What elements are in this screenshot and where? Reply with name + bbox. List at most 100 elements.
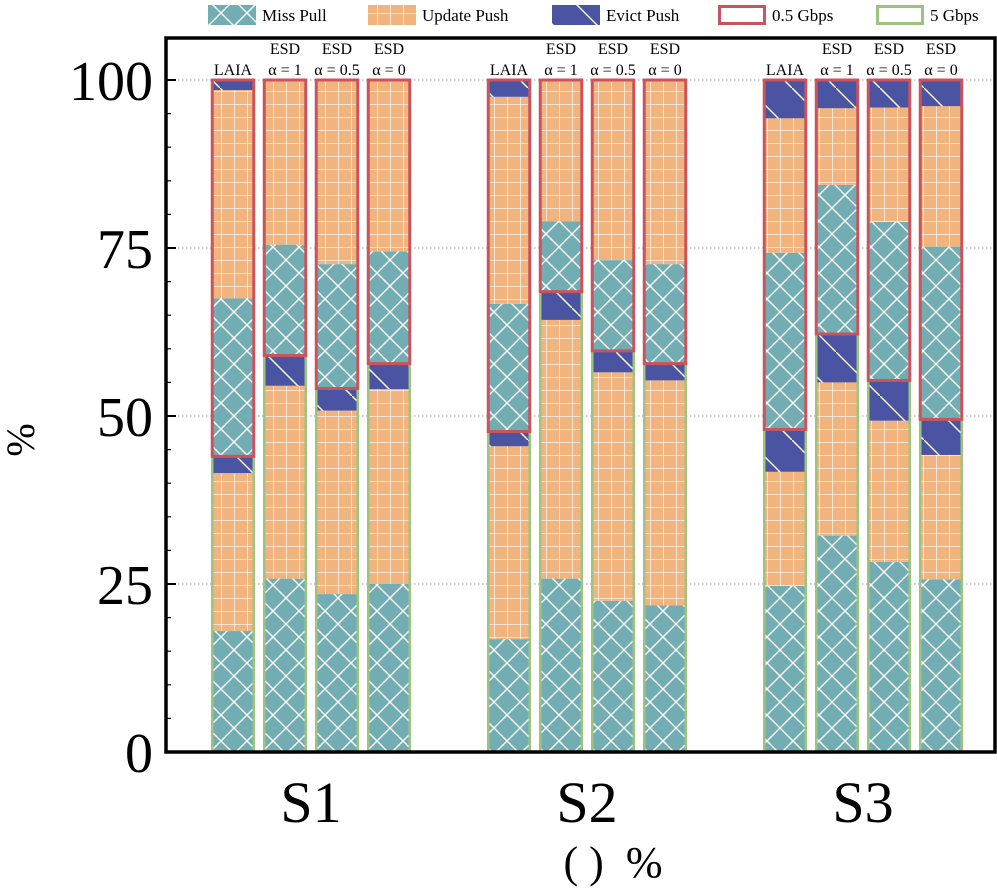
five-gbps-update-push-segment — [919, 454, 963, 580]
bars — [211, 80, 963, 752]
five-gbps-evict-push-segment — [867, 380, 911, 421]
five-gbps-update-push-segment — [591, 372, 635, 601]
y-tick-label: 75 — [97, 219, 153, 281]
five-gbps-update-push-segment — [211, 473, 255, 632]
half-gbps-evict-push-segment — [919, 80, 963, 107]
plot-border — [164, 36, 997, 754]
half-gbps-outline — [538, 78, 584, 294]
bar-label-line1: ESD — [822, 41, 852, 58]
half-gbps-miss-pull-segment — [591, 260, 635, 351]
half-gbps-evict-push-segment — [815, 80, 859, 109]
five-gbps-evict-push-segment — [763, 429, 807, 472]
five-gbps-miss-pull-segment — [591, 600, 635, 752]
half-gbps-update-push-segment — [539, 80, 583, 222]
bar-label-line2: α = 1 — [268, 62, 301, 79]
half-gbps-outline — [762, 78, 808, 431]
five-gbps-update-push-segment — [815, 382, 859, 536]
legend-label: Update Push — [422, 6, 509, 25]
bar-label-line1: ESD — [598, 41, 628, 58]
five-gbps-evict-push-segment — [367, 363, 411, 390]
five-gbps-miss-pull-segment — [919, 579, 963, 752]
half-gbps-miss-pull-segment — [539, 221, 583, 292]
bar-label-line2: α = 1 — [820, 62, 853, 79]
half-gbps-update-push-segment — [919, 106, 963, 247]
five-gbps-miss-pull-segment — [815, 535, 859, 752]
five-gbps-evict-push-segment — [591, 350, 635, 373]
half-gbps-outline — [366, 78, 412, 366]
five-gbps-miss-pull-segment — [211, 631, 255, 752]
half-gbps-update-push-segment — [643, 80, 687, 265]
half-gbps-outline — [866, 78, 912, 382]
y-tick-label: 100 — [69, 51, 153, 113]
x-tick-label: S3 — [832, 770, 893, 835]
half-gbps-miss-pull-segment — [763, 252, 807, 430]
five-gbps-evict-push-segment — [815, 334, 859, 383]
five-gbps-miss-pull-segment — [539, 578, 583, 752]
bar-label-line2: LAIA — [490, 62, 529, 79]
legend-label: Evict Push — [606, 6, 680, 25]
half-gbps-evict-push-segment — [211, 80, 255, 91]
five-gbps-update-push-segment — [763, 471, 807, 587]
legend-label: 0.5 Gbps — [772, 6, 833, 25]
five-gbps-miss-pull-segment — [763, 586, 807, 752]
half-gbps-miss-pull-segment — [211, 298, 255, 457]
bar-label-line1: ESD — [546, 41, 576, 58]
half-gbps-outline — [314, 78, 360, 390]
half-gbps-miss-pull-segment — [263, 244, 307, 356]
y-tick-label: 50 — [97, 387, 153, 449]
axes: LAIA ESD α = 1 ESD α = 0.5 ESD α = 0 S1 LAIA ESD α… — [69, 41, 958, 835]
half-gbps-update-push-segment — [487, 96, 531, 304]
half-gbps-evict-push-segment — [763, 80, 807, 119]
legend-swatch — [552, 5, 600, 25]
five-gbps-update-push-segment — [867, 420, 911, 562]
five-gbps-update-push-segment — [263, 385, 307, 579]
x-tick-label: S1 — [280, 770, 341, 835]
bar-label-line2: α = 0 — [648, 62, 681, 79]
legend-label: 5 Gbps — [930, 6, 979, 25]
half-gbps-update-push-segment — [367, 80, 411, 252]
bar-label-line2: α = 0.5 — [590, 62, 635, 79]
bar-label-line1: ESD — [926, 41, 956, 58]
bar-label-line1: ESD — [374, 41, 404, 58]
five-gbps-update-push-segment — [539, 319, 583, 579]
five-gbps-evict-push-segment — [263, 355, 307, 386]
five-gbps-update-push-segment — [367, 389, 411, 584]
half-gbps-update-push-segment — [763, 118, 807, 253]
legend-swatch — [208, 5, 256, 25]
half-gbps-miss-pull-segment — [919, 246, 963, 420]
y-tick-label: 25 — [97, 555, 153, 617]
five-gbps-evict-push-segment — [211, 456, 255, 474]
half-gbps-miss-pull-segment — [487, 303, 531, 432]
half-gbps-evict-push-segment — [487, 80, 531, 97]
legend-label: Miss Pull — [262, 6, 327, 25]
bar-label-line2: α = 0.5 — [314, 62, 359, 79]
five-gbps-evict-push-segment — [315, 388, 359, 411]
legend: Miss Pull Update Push Evict Push 0.5 Gbps 5 … — [208, 5, 979, 25]
bar-label-line2: α = 0 — [924, 62, 957, 79]
five-gbps-evict-push-segment — [487, 431, 531, 447]
half-gbps-update-push-segment — [315, 80, 359, 265]
five-gbps-miss-pull-segment — [263, 578, 307, 752]
five-gbps-update-push-segment — [315, 410, 359, 595]
x-axis-label: ( ) % — [564, 838, 663, 887]
legend-swatch — [368, 5, 416, 25]
five-gbps-evict-push-segment — [539, 291, 583, 320]
bar-label-line1: ESD — [650, 41, 680, 58]
bar-label-line2: LAIA — [766, 62, 805, 79]
y-axis-label: % — [0, 423, 43, 456]
half-gbps-update-push-segment — [263, 80, 307, 245]
bar-label-line2: α = 0.5 — [866, 62, 911, 79]
half-gbps-update-push-segment — [815, 108, 859, 185]
half-gbps-outline — [262, 78, 308, 358]
five-gbps-update-push-segment — [487, 446, 531, 640]
bar-label-line2: α = 0 — [372, 62, 405, 79]
half-gbps-miss-pull-segment — [315, 264, 359, 389]
half-gbps-update-push-segment — [211, 90, 255, 299]
half-gbps-outline — [814, 78, 860, 336]
half-gbps-miss-pull-segment — [867, 221, 911, 381]
five-gbps-update-push-segment — [643, 380, 687, 606]
plot-frame — [164, 36, 997, 754]
five-gbps-evict-push-segment — [919, 419, 963, 455]
half-gbps-update-push-segment — [867, 107, 911, 222]
